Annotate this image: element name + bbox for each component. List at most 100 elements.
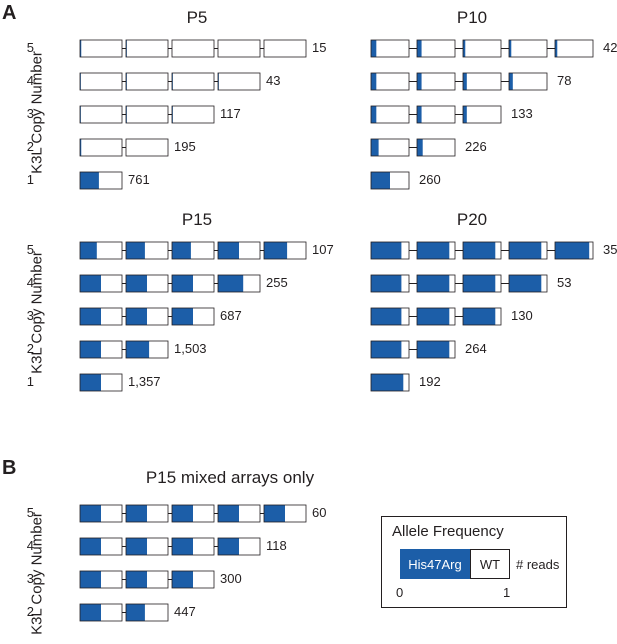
read-count-label: 15	[312, 40, 327, 55]
k3l-copy-box	[171, 307, 215, 326]
copy-box-outline	[79, 72, 123, 91]
legend-max-label: 1	[503, 585, 511, 600]
his47arg-fraction-fill	[126, 505, 147, 522]
read-count-label: 192	[419, 374, 441, 389]
copy-box-outline	[79, 138, 123, 157]
k3l-copy-box	[263, 241, 307, 260]
k3l-copy-box	[125, 274, 169, 293]
copy-box-outline	[217, 537, 261, 556]
his47arg-fraction-fill	[126, 538, 147, 555]
k3l-copy-box	[79, 570, 123, 589]
his47arg-fraction-fill	[218, 275, 244, 292]
panel-title: P15 mixed arrays only	[145, 468, 315, 487]
copy-number-label: 4	[26, 275, 34, 290]
his47arg-fraction-fill	[463, 308, 496, 325]
k3l-copy-box	[79, 171, 123, 190]
k3l-copy-box	[79, 241, 123, 260]
k3l-copy-box	[79, 537, 123, 556]
k3l-copy-box	[462, 307, 502, 326]
copy-box-outline	[125, 603, 169, 622]
copy-box-outline	[79, 171, 123, 190]
his47arg-fraction-fill	[371, 139, 379, 156]
k3l-copy-box	[370, 274, 410, 293]
k3l-copy-box	[171, 570, 215, 589]
his47arg-fraction-fill	[463, 106, 467, 123]
copy-box-outline	[370, 373, 410, 392]
his47arg-fraction-fill	[371, 341, 402, 358]
read-count-label: 133	[511, 106, 533, 121]
k3l-copy-box	[171, 537, 215, 556]
copy-box-outline	[125, 105, 169, 124]
his47arg-fraction-fill	[509, 242, 542, 259]
his47arg-fraction-fill	[172, 275, 193, 292]
k3l-copy-box	[263, 504, 307, 523]
k3l-copy-box	[370, 373, 410, 392]
k3l-copy-box	[125, 307, 169, 326]
k3l-copy-box	[370, 241, 410, 260]
k3l-copy-box	[416, 274, 456, 293]
read-count-label: 78	[557, 73, 572, 88]
his47arg-fraction-fill	[80, 604, 101, 621]
k3l-copy-box	[171, 105, 215, 124]
his47arg-fraction-fill	[417, 308, 450, 325]
his47arg-fraction-fill	[126, 571, 147, 588]
copy-number-label: 5	[26, 242, 34, 257]
k3l-copy-box	[125, 72, 169, 91]
k3l-copy-box	[370, 105, 410, 124]
copy-number-label: 2	[26, 604, 34, 619]
k3l-copy-box	[79, 138, 123, 157]
k3l-copy-box	[370, 307, 410, 326]
k3l-copy-box	[508, 241, 548, 260]
his47arg-fraction-fill	[417, 242, 450, 259]
his47arg-fraction-fill	[172, 242, 191, 259]
his47arg-fraction-fill	[172, 505, 193, 522]
k3l-copy-box	[416, 241, 456, 260]
read-count-label: 255	[266, 275, 288, 290]
k3l-copy-box	[217, 274, 261, 293]
his47arg-fraction-fill	[126, 106, 127, 123]
copy-number-label: 3	[26, 308, 34, 323]
his47arg-fraction-fill	[463, 242, 496, 259]
his47arg-fraction-fill	[80, 571, 101, 588]
copy-box-outline	[125, 138, 169, 157]
k3l-copy-box	[416, 340, 456, 359]
panel-title: P5	[186, 8, 208, 27]
his47arg-fraction-fill	[264, 242, 288, 259]
legend-bar: His47Arg WT	[400, 549, 510, 579]
copy-number-label: 3	[26, 571, 34, 586]
read-count-label: 130	[511, 308, 533, 323]
read-count-label: 761	[128, 172, 150, 187]
read-count-label: 107	[312, 242, 334, 257]
k3l-copy-box	[416, 138, 456, 157]
his47arg-fraction-fill	[218, 242, 239, 259]
k3l-copy-box	[125, 241, 169, 260]
k3l-copy-box	[554, 241, 594, 260]
read-count-label: 35	[603, 242, 617, 257]
k3l-copy-box	[416, 72, 456, 91]
his47arg-fraction-fill	[80, 374, 101, 391]
copy-box-outline	[370, 39, 410, 58]
copy-box-outline	[125, 72, 169, 91]
copy-box-outline	[462, 72, 502, 91]
k3l-copy-box	[125, 603, 169, 622]
read-count-label: 264	[465, 341, 487, 356]
read-count-label: 447	[174, 604, 196, 619]
copy-box-outline	[554, 39, 594, 58]
k3l-copy-box	[125, 504, 169, 523]
his47arg-fraction-fill	[80, 538, 101, 555]
k3l-copy-box	[508, 72, 548, 91]
copy-box-outline	[171, 39, 215, 58]
k3l-copy-box	[79, 340, 123, 359]
copy-box-outline	[462, 307, 502, 326]
his47arg-fraction-fill	[126, 40, 127, 57]
k3l-copy-box	[462, 105, 502, 124]
k3l-copy-box	[462, 241, 502, 260]
copy-box-outline	[171, 105, 215, 124]
panel-title: P10	[456, 8, 488, 27]
panel-letter-b: B	[2, 457, 17, 479]
k3l-copy-box	[171, 504, 215, 523]
his47arg-fraction-fill	[80, 40, 82, 57]
read-count-label: 60	[312, 505, 327, 520]
read-count-label: 687	[220, 308, 242, 323]
copy-number-label: 1	[26, 374, 34, 389]
